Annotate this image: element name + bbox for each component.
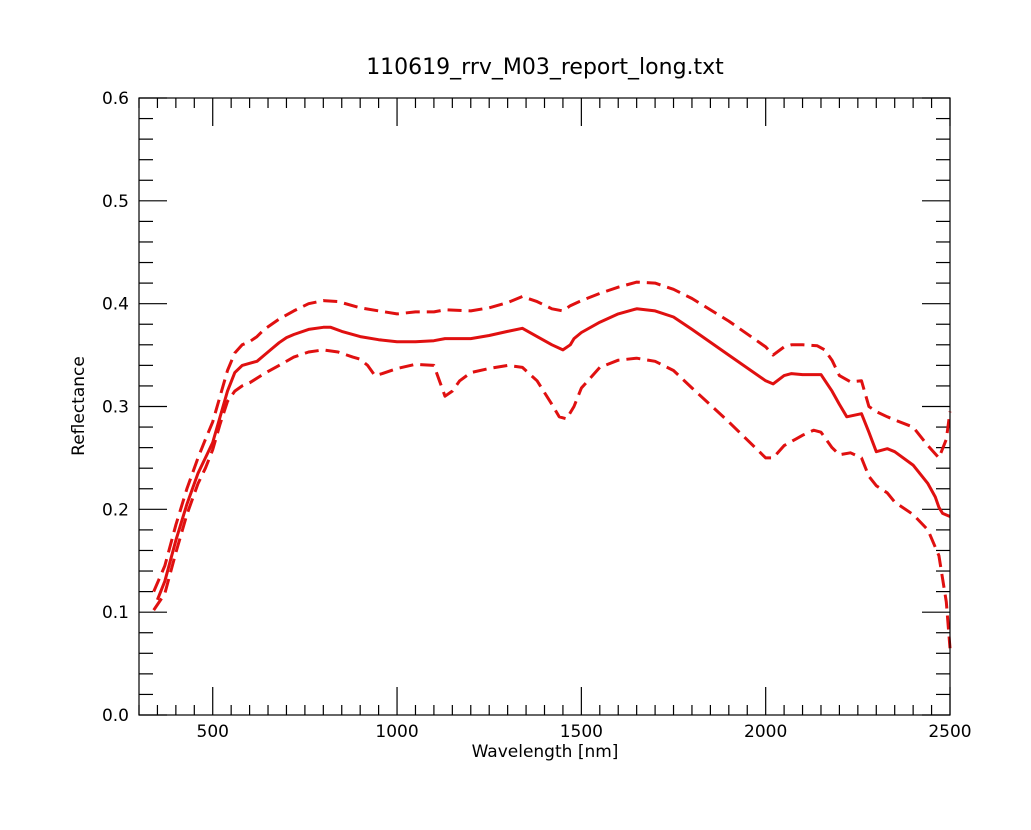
series-line-upper xyxy=(152,280,952,593)
plot-lines xyxy=(152,280,952,649)
tick-group: 500 1000 1500 2000 2500 0.0 0.1 0.2 0.3 0.4 0.5 0.6 xyxy=(102,89,972,742)
y-tick-label: 0.0 xyxy=(102,706,129,726)
x-axis-label: Wavelength [nm] xyxy=(472,742,619,762)
x-tick-label: 1500 xyxy=(560,722,603,742)
chart-title: 110619_rrv_M03_report_long.txt xyxy=(366,55,724,80)
y-axis-label: Reflectance xyxy=(69,356,89,456)
y-tick-label: 0.5 xyxy=(102,192,129,212)
y-tick-label: 0.3 xyxy=(102,398,129,418)
x-tick-label: 1000 xyxy=(375,722,418,742)
y-tick-label: 0.4 xyxy=(102,295,129,315)
plot-frame xyxy=(138,97,951,716)
y-tick-label: 0.6 xyxy=(102,89,129,109)
series-line-mean xyxy=(156,307,951,601)
y-tick-label: 0.2 xyxy=(102,500,129,520)
series-line-lower xyxy=(152,348,952,649)
x-tick-label: 500 xyxy=(197,722,229,742)
x-tick-label: 2500 xyxy=(928,722,971,742)
x-tick-label: 2000 xyxy=(744,722,787,742)
y-tick-label: 0.1 xyxy=(102,603,129,623)
